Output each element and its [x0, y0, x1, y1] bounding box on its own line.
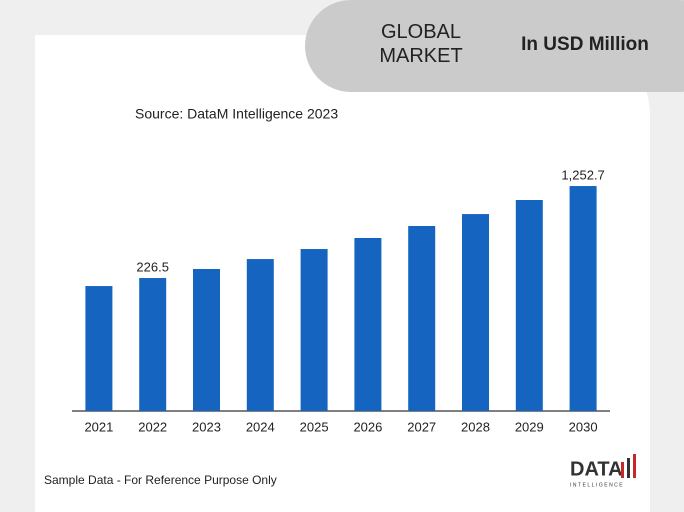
value-label: 226.5: [136, 259, 169, 274]
x-tick-label: 2028: [461, 419, 490, 434]
bar: [246, 259, 274, 411]
x-tick-label: 2030: [569, 419, 598, 434]
x-tick-label: 2022: [138, 419, 167, 434]
logo-bar: [621, 462, 624, 478]
bar: [462, 214, 489, 411]
bar: [300, 249, 328, 411]
bar: [569, 186, 597, 411]
logo-text: DATA: [570, 458, 623, 480]
value-label: 1,252.7: [561, 167, 604, 182]
unit-label: In USD Million: [521, 34, 649, 55]
header-pill: [305, 0, 684, 92]
x-tick-label: 2029: [515, 419, 544, 434]
bar: [193, 269, 220, 411]
bar: [139, 278, 167, 411]
x-tick-label: 2027: [407, 419, 436, 434]
bar: [515, 199, 543, 411]
bar: [408, 225, 436, 411]
footnote: Sample Data - For Reference Purpose Only: [44, 473, 277, 487]
chart-title: GLOBAL MARKET: [379, 21, 463, 67]
x-tick-label: 2024: [246, 419, 275, 434]
x-tick-label: 2023: [192, 419, 221, 434]
bar: [354, 237, 382, 411]
logo-bar: [627, 458, 630, 478]
source: Source: DataM Intelligence 2023: [135, 106, 338, 122]
x-tick-label: 2025: [300, 419, 329, 434]
bar: [85, 286, 113, 411]
x-tick-label: 2021: [84, 419, 113, 434]
card: [35, 35, 650, 512]
logo-subtext: INTELLIGENCE: [570, 482, 624, 488]
x-tick-label: 2026: [353, 419, 382, 434]
logo-bar: [633, 454, 636, 478]
